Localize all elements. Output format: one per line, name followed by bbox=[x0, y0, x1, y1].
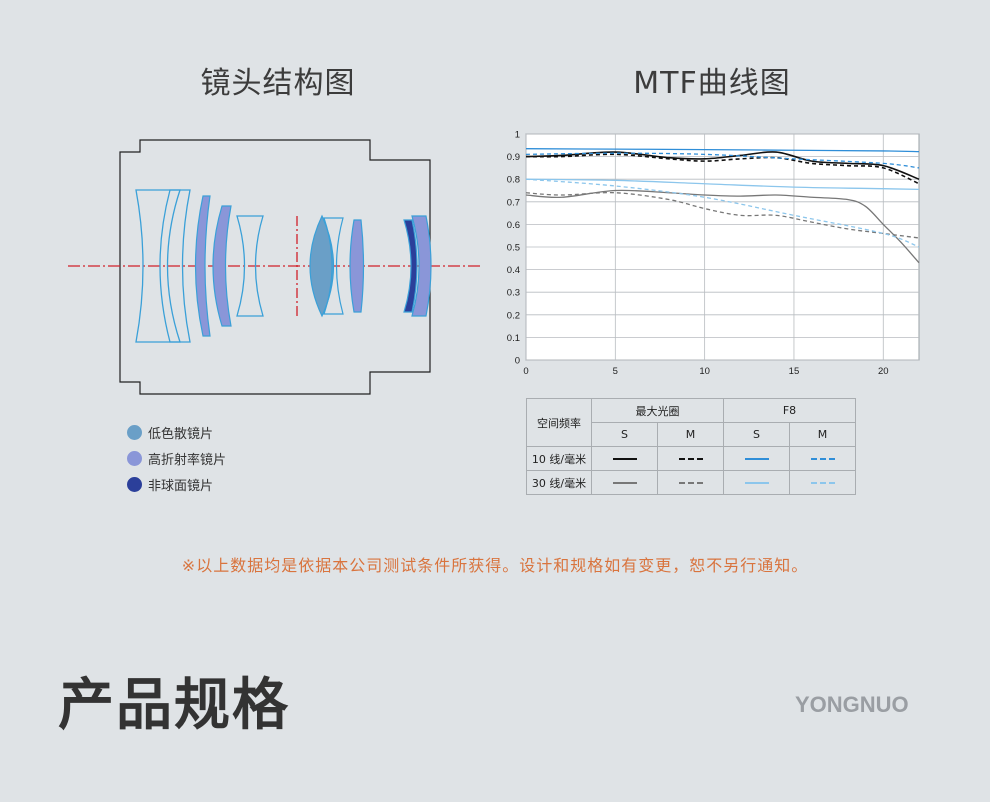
table-header-s: S bbox=[591, 422, 658, 447]
y-tick-label: 0.3 bbox=[507, 288, 520, 299]
mtf-series-line-3 bbox=[525, 148, 920, 153]
table-header-s: S bbox=[723, 422, 790, 447]
line-sample bbox=[612, 482, 637, 484]
y-tick-label: 0.4 bbox=[507, 265, 520, 276]
table-header-f8: F8 bbox=[723, 398, 856, 423]
table-row: 10 线/毫米 bbox=[526, 446, 856, 471]
lens-element-3 bbox=[194, 195, 211, 337]
table-row-label: 30 线/毫米 bbox=[526, 470, 592, 495]
table-header-frequency: 空间频率 bbox=[526, 398, 592, 447]
mtf-chart: 00.10.20.30.40.50.60.70.80.910 5 10 15 20 bbox=[507, 130, 920, 374]
legend-dot-high-refractive bbox=[127, 451, 142, 466]
legend-item-aspherical: 非球面镜片 bbox=[127, 475, 213, 494]
legend-label: 低色散镜片 bbox=[148, 427, 214, 442]
lens-barrel-outline bbox=[119, 139, 431, 395]
mtf-series-line-7 bbox=[525, 178, 920, 191]
line-sample bbox=[810, 458, 835, 460]
mtf-legend-table: 空间频率 最大光圈 F8 S M S M 10 线/毫米 30 线/毫米 bbox=[526, 398, 856, 495]
line-sample bbox=[744, 482, 769, 484]
lens-structure-title: 镜头结构图 bbox=[200, 66, 356, 101]
x-tick-label: 10 bbox=[699, 366, 710, 374]
table-header-m: M bbox=[789, 422, 856, 447]
legend-label: 非球面镜片 bbox=[148, 479, 214, 494]
line-sample bbox=[810, 482, 835, 484]
y-tick-label: 0.9 bbox=[507, 152, 520, 163]
table-header-m: M bbox=[657, 422, 724, 447]
table-row-label: 10 线/毫米 bbox=[526, 446, 592, 471]
lens-element-4 bbox=[212, 205, 232, 327]
legend-label: 高折射率镜片 bbox=[148, 453, 227, 468]
table-header-max-aperture: 最大光圈 bbox=[591, 398, 724, 423]
table-row: 30 线/毫米 bbox=[526, 470, 856, 495]
line-sample bbox=[678, 482, 703, 484]
y-tick-label: 0 bbox=[515, 356, 520, 367]
y-tick-label: 1 bbox=[515, 130, 520, 141]
y-tick-label: 0.6 bbox=[507, 220, 520, 231]
lens-element-7 bbox=[323, 217, 344, 315]
y-tick-label: 0.2 bbox=[507, 310, 520, 321]
legend-dot-low-dispersion bbox=[127, 425, 142, 440]
lens-element-6 bbox=[309, 214, 335, 318]
mtf-series-line-6 bbox=[525, 191, 920, 239]
mtf-chart-title: MTF曲线图 bbox=[633, 66, 791, 101]
x-tick-label: 20 bbox=[878, 366, 889, 374]
lens-structure-diagram bbox=[68, 139, 480, 395]
mtf-series-line-2 bbox=[525, 153, 920, 185]
mtf-series-line-4 bbox=[525, 152, 920, 169]
x-tick-label: 15 bbox=[789, 366, 800, 374]
spec-title: 产品规格 bbox=[58, 673, 290, 738]
line-sample bbox=[678, 458, 703, 460]
lens-element-2 bbox=[159, 189, 191, 343]
mtf-series-line-1 bbox=[525, 151, 920, 180]
y-tick-label: 0.7 bbox=[507, 197, 520, 208]
x-tick-label: 5 bbox=[613, 366, 618, 374]
legend-item-low-dispersion: 低色散镜片 bbox=[127, 423, 213, 442]
lens-element-9 bbox=[403, 219, 418, 313]
y-tick-label: 0.5 bbox=[507, 243, 520, 254]
x-tick-label: 0 bbox=[523, 366, 528, 374]
legend-dot-aspherical bbox=[127, 477, 142, 492]
line-sample bbox=[612, 458, 637, 460]
line-sample bbox=[744, 458, 769, 460]
y-tick-label: 0.1 bbox=[507, 333, 520, 344]
lens-element-8 bbox=[349, 219, 365, 313]
y-tick-label: 0.8 bbox=[507, 175, 520, 186]
disclaimer-text: ※以上数据均是依据本公司测试条件所获得。设计和规格如有变更，恕不另行通知。 bbox=[181, 556, 809, 575]
lens-element-10 bbox=[411, 215, 432, 317]
mtf-series-line-5 bbox=[525, 189, 920, 264]
lens-element-5 bbox=[236, 215, 264, 317]
legend-item-high-refractive: 高折射率镜片 bbox=[127, 449, 226, 468]
brand-logo: YONGNUO bbox=[795, 692, 909, 717]
